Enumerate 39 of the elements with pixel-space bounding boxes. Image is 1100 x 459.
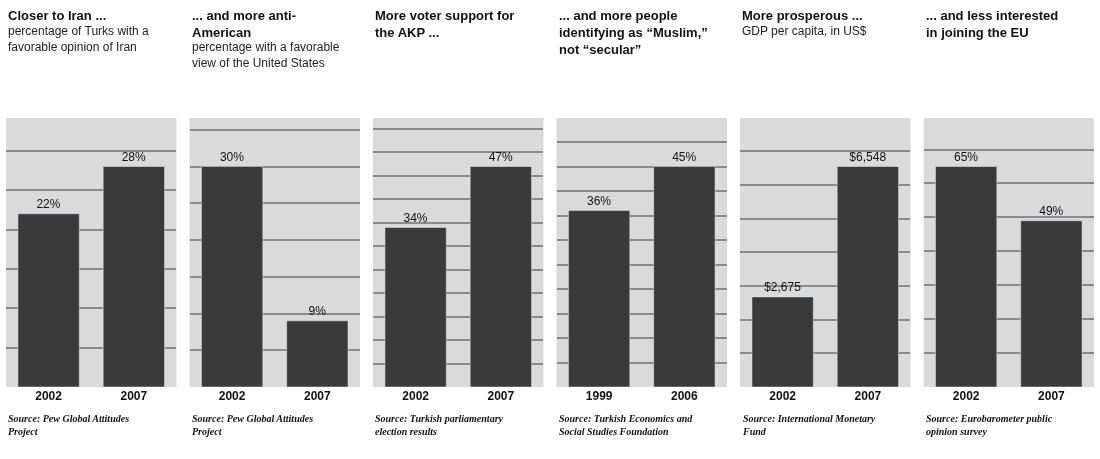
chart-title: More prosperous ... — [742, 8, 863, 23]
chart-title: ... and more anti-American — [192, 8, 297, 40]
chart-subtitle: percentage with a favorable view of the United States — [192, 40, 340, 70]
chart-title: ... and more people identifying as “Muslim,” not “secular” — [559, 8, 708, 57]
x-tick-label: 2002 — [402, 389, 430, 403]
data-label: $6,548 — [849, 149, 887, 164]
data-label: 45% — [672, 149, 697, 164]
data-label: 36% — [586, 193, 612, 208]
source-note: Source: Turkish parliamentary election results — [375, 413, 504, 437]
data-label: 47% — [488, 149, 514, 164]
data-label: 49% — [1039, 203, 1064, 218]
x-tick-label: 2007 — [120, 389, 148, 403]
data-label: $2,675 — [764, 279, 802, 294]
x-tick-label: 2007 — [487, 389, 515, 403]
source-note: Source: International Monetary Fund — [742, 413, 876, 437]
x-tick-label: 2007 — [1038, 389, 1066, 403]
x-tick-label: 2002 — [35, 389, 63, 403]
data-label: 28% — [121, 149, 147, 164]
data-label: 30% — [219, 149, 245, 164]
chart-title: ... and less interested in joining the EU — [926, 8, 1059, 40]
x-tick-label: 2007 — [304, 389, 332, 403]
x-tick-label: 2006 — [671, 389, 699, 403]
x-tick-label: 2002 — [952, 389, 980, 403]
data-label: 65% — [953, 149, 979, 164]
chart-subtitle: percentage of Turks with a favorable opinion of Iran — [8, 24, 150, 54]
x-tick-label: 2002 — [218, 389, 246, 403]
chart-subtitle: GDP per capita, in US$ — [742, 24, 867, 38]
data-label: 9% — [308, 303, 327, 318]
source-note: Source: Turkish Economics and Social Studies Foundation — [559, 413, 694, 437]
data-label: 34% — [403, 210, 428, 225]
x-tick-label: 1999 — [585, 389, 613, 403]
chart-title: More voter support for the AKP ... — [375, 8, 515, 40]
data-label: 22% — [36, 196, 61, 211]
source-note: Source: Pew Global Attitudes Project — [192, 413, 314, 437]
source-note: Source: Pew Global Attitudes Project — [8, 413, 130, 437]
x-tick-label: 2002 — [769, 389, 797, 403]
x-tick-label: 2007 — [854, 389, 882, 403]
source-note: Source: Eurobarometer public opinion survey — [926, 413, 1053, 437]
chart-title: Closer to Iran ... — [8, 8, 107, 23]
